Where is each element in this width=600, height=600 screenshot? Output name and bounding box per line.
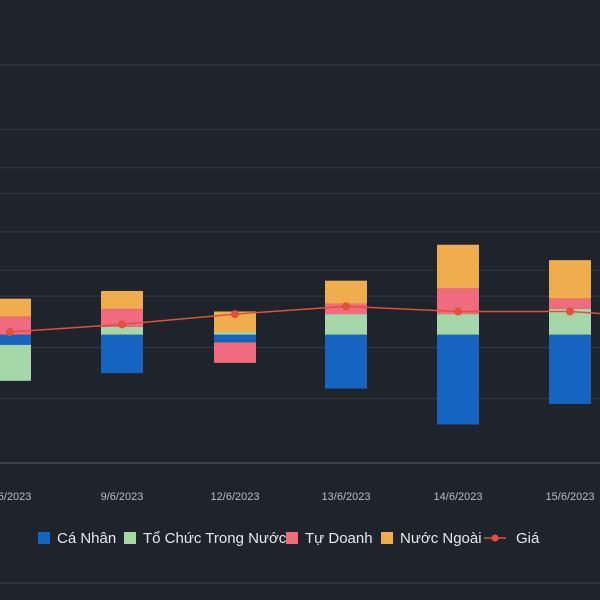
bar-segment[interactable] (101, 290, 143, 309)
legend-dot-icon (491, 534, 499, 542)
bar-segment[interactable] (101, 308, 143, 327)
bar-segment[interactable] (325, 280, 367, 304)
price-line (6, 302, 600, 337)
legend-swatch-icon (38, 532, 50, 544)
line-point[interactable] (231, 310, 239, 319)
line-point[interactable] (566, 307, 574, 316)
legend-item-label[interactable]: Giá (516, 530, 540, 547)
line-point[interactable] (118, 320, 126, 329)
x-tick-label: 9/6/2023 (101, 491, 144, 503)
bar-stacks (0, 244, 591, 425)
line-series-path (9, 305, 600, 333)
bar-segment[interactable] (437, 334, 479, 425)
legend-item-label[interactable]: Cá Nhân (57, 530, 116, 547)
bar-segment[interactable] (549, 334, 591, 404)
legend-swatch-icon (286, 532, 298, 544)
legend-item-label[interactable]: Tự Doanh (305, 530, 373, 547)
x-tick-label: 13/6/2023 (322, 491, 371, 503)
x-tick-label: 14/6/2023 (434, 491, 483, 503)
bar-segment[interactable] (549, 260, 591, 299)
x-axis-tick-labels: 8/6/2023 9/6/2023 12/6/2023 13/6/2023 14/6/2… (0, 491, 594, 503)
bar-segment[interactable] (214, 311, 256, 333)
x-tick-label: 12/6/2023 (211, 491, 260, 503)
legend-swatch-icon (124, 532, 136, 544)
legend[interactable]: Cá Nhân Tổ Chức Trong Nước Tự Doanh Nước Ng… (38, 530, 540, 547)
legend-item-label[interactable]: Nước Ngoài (400, 530, 482, 547)
bar-segment[interactable] (214, 332, 256, 335)
bar-segment[interactable] (214, 334, 256, 343)
legend-item-label[interactable]: Tổ Chức Trong Nước (143, 530, 287, 547)
bar-segment[interactable] (214, 342, 256, 363)
line-point[interactable] (6, 328, 14, 337)
line-point[interactable] (342, 302, 350, 311)
bar-segment[interactable] (0, 334, 31, 345)
bar-segment[interactable] (549, 298, 591, 309)
x-tick-label: 8/6/2023 (0, 491, 31, 503)
bar-segment[interactable] (101, 334, 143, 374)
bar-segment[interactable] (0, 298, 31, 317)
bar-segment[interactable] (101, 326, 143, 335)
bar-segment[interactable] (0, 344, 31, 381)
grid-lines (0, 64, 600, 464)
bar-segment[interactable] (325, 334, 367, 389)
bar-segment[interactable] (437, 244, 479, 289)
x-tick-label: 15/6/2023 (546, 491, 595, 503)
legend-swatch-icon (381, 532, 393, 544)
bar-segment[interactable] (437, 314, 479, 335)
bar-segment[interactable] (325, 314, 367, 335)
line-point[interactable] (454, 307, 462, 316)
